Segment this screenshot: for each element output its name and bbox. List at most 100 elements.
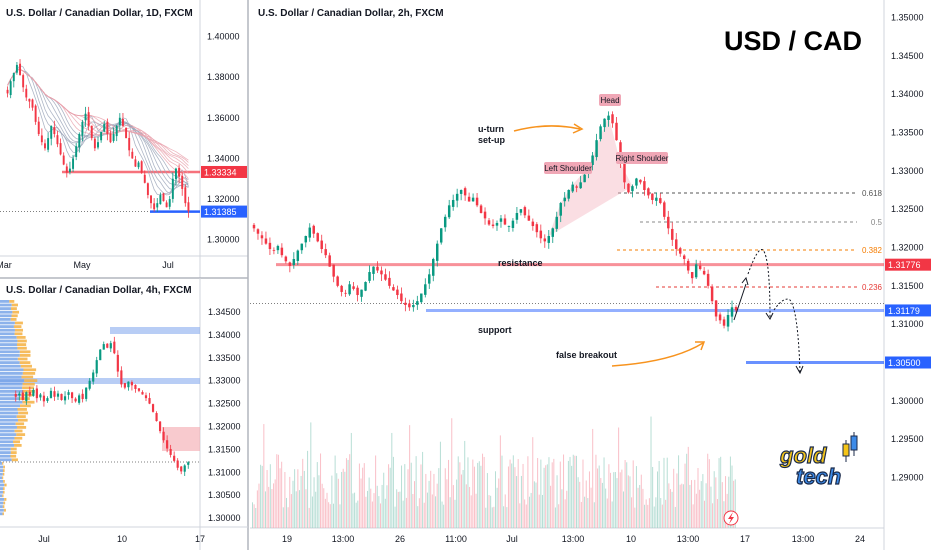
volume-bar (412, 494, 414, 528)
main-candle (264, 231, 268, 245)
volume-bar (307, 450, 309, 528)
daily-y-tick: 1.36000 (207, 113, 240, 123)
volume-bar (527, 456, 529, 528)
main-candle (702, 267, 706, 276)
profile-bar-buy (0, 372, 23, 375)
main-candle (567, 189, 570, 202)
daily-chart-panel[interactable]: U.S. Dollar / Canadian Dollar, 1D, FXCM … (0, 0, 249, 550)
main-y-tick: 1.29000 (891, 473, 924, 483)
profile-bar-buy (0, 490, 3, 494)
volume-bar (535, 482, 537, 528)
profile-bar-sell (3, 487, 5, 490)
volume-bar (520, 475, 522, 528)
four-hour-y-tick: 1.33500 (208, 353, 241, 363)
profile-bar-sell (13, 325, 22, 328)
volume-bar (454, 499, 456, 528)
volume-bar (337, 478, 339, 528)
volume-bar (582, 459, 584, 528)
profile-bar-sell (17, 346, 27, 350)
main-candle (384, 268, 387, 281)
profile-bar-sell (19, 397, 30, 400)
main-candle (698, 260, 702, 271)
volume-bar (263, 424, 265, 528)
daily-candle (134, 155, 137, 168)
four-hour-candle (28, 386, 31, 397)
main-candle (523, 205, 527, 219)
main-candle (252, 223, 256, 232)
volume-bar (373, 493, 375, 528)
volume-bar (391, 432, 393, 528)
main-candle (288, 261, 292, 273)
profile-bar-buy (0, 440, 14, 444)
profile-bar-sell (2, 462, 4, 465)
main-chart-panel[interactable]: 0.618 0.5 0.382 0.236 U.S. Dollar / Canadia… (250, 0, 931, 550)
profile-bar-sell (10, 454, 17, 458)
lightning-icon[interactable] (723, 510, 739, 526)
main-candle (694, 259, 698, 280)
main-candle (416, 295, 419, 310)
four-hour-candle (39, 392, 42, 401)
volume-bar (665, 499, 667, 528)
volume-bar (255, 507, 257, 528)
volume-bar (632, 460, 634, 528)
daily-candles (6, 59, 190, 218)
volume-bar (402, 500, 404, 528)
four-hour-candle (92, 369, 95, 385)
profile-bar-sell (10, 307, 17, 310)
volume-bar (708, 459, 710, 528)
volume-bar (258, 483, 260, 528)
profile-bar-sell (22, 372, 36, 375)
four-hour-chart-panel[interactable]: U.S. Dollar / Canadian Dollar, 4h, FXCM … (0, 278, 248, 550)
volume-bar (347, 459, 349, 528)
volume-bar (430, 470, 432, 528)
profile-bar-sell (2, 512, 4, 516)
volume-bar (274, 479, 276, 528)
main-candle (579, 175, 582, 189)
volume-bar (635, 466, 637, 528)
main-candle (352, 281, 355, 291)
profile-bar-buy (0, 328, 15, 332)
main-x-tick: 11:00 (445, 534, 467, 544)
volume-bar (540, 459, 542, 528)
main-candle (432, 257, 435, 282)
main-candle (439, 228, 443, 245)
volume-bar (657, 471, 658, 528)
volume-bar (616, 478, 618, 528)
daily-candle (118, 113, 121, 132)
volume-bar (509, 459, 511, 528)
volume-bar (414, 481, 415, 528)
main-candle (471, 193, 475, 202)
main-x-tick: 13:00 (332, 534, 355, 544)
projection-arrowhead-3 (795, 365, 804, 375)
main-candle (679, 246, 682, 257)
main-candle (623, 161, 626, 189)
main-y-tick: 1.33500 (891, 128, 924, 138)
volume-bar (290, 494, 292, 528)
main-candle (455, 188, 459, 208)
volume-bar (269, 464, 271, 528)
daily-price-badge-red: 1.33334 (204, 167, 237, 177)
profile-bar-sell (10, 451, 17, 454)
volume-bar (603, 457, 605, 528)
volume-bar (375, 455, 377, 528)
volume-bar (593, 502, 595, 528)
four-hour-candles (14, 336, 190, 476)
daily-candle (115, 124, 118, 142)
volume-bar (710, 486, 712, 528)
volume-bar (415, 456, 417, 528)
main-candle (400, 287, 403, 304)
profile-bar-buy (0, 494, 3, 498)
profile-bar-sell (17, 418, 28, 422)
profile-bar-buy (0, 354, 20, 357)
volume-bar (459, 462, 461, 528)
profile-bar-buy (0, 483, 5, 487)
volume-bar (543, 467, 545, 528)
main-candle (635, 177, 638, 189)
volume-bar (613, 472, 615, 528)
uturn-arrow (513, 125, 581, 132)
volume-bar (287, 507, 289, 528)
main-candle (312, 224, 315, 238)
daily-y-tick: 1.38000 (207, 72, 240, 82)
volume-bar (286, 497, 288, 528)
main-candle (734, 305, 738, 313)
